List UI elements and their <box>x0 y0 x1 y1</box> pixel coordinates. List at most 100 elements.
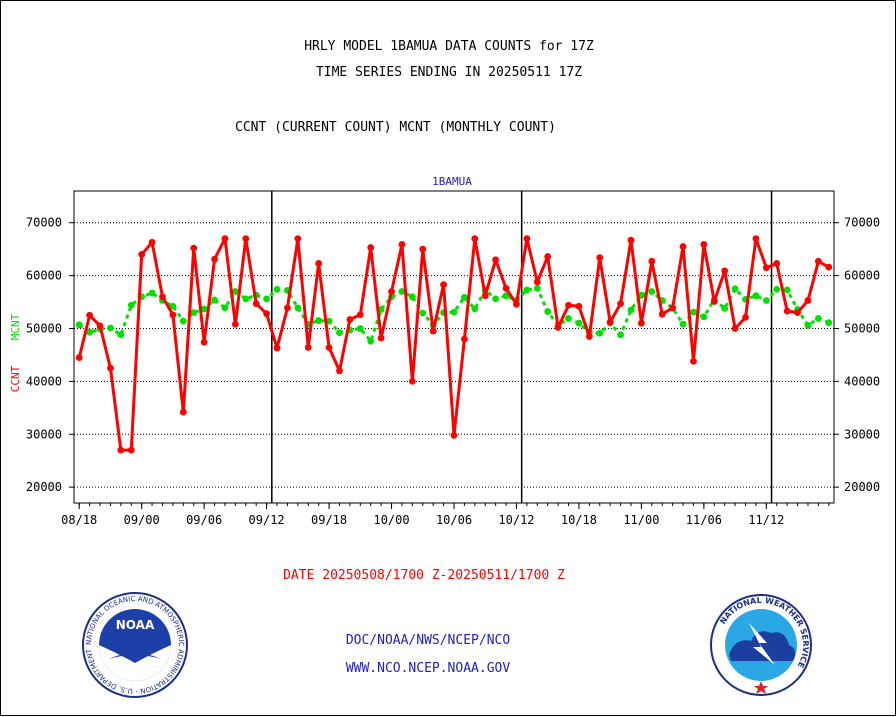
data-point-ccnt <box>211 255 218 263</box>
y-tick-label-right: 60000 <box>844 269 880 283</box>
data-point-ccnt <box>575 302 583 310</box>
data-point-ccnt <box>252 300 260 308</box>
data-point-mcnt <box>679 320 687 328</box>
y-tick-label-right: 70000 <box>844 216 880 230</box>
data-point-mcnt <box>398 288 406 295</box>
data-point-ccnt <box>679 243 687 250</box>
data-point-mcnt <box>783 286 791 294</box>
data-point-ccnt <box>554 324 562 331</box>
data-point-ccnt <box>315 260 323 267</box>
data-point-mcnt <box>179 317 187 325</box>
data-point-mcnt <box>690 308 697 316</box>
data-point-ccnt <box>637 319 645 327</box>
chart-title-line1: HRLY MODEL 1BAMUA DATA COUNTS for 17Z <box>304 39 594 54</box>
data-point-ccnt <box>471 235 479 242</box>
data-point-ccnt <box>690 357 697 365</box>
data-point-ccnt <box>762 264 770 272</box>
data-point-mcnt <box>200 305 208 313</box>
data-point-ccnt <box>284 304 291 312</box>
data-point-ccnt <box>565 301 572 309</box>
data-point-ccnt <box>429 327 437 335</box>
data-point-mcnt <box>75 321 83 329</box>
noaa-logo-text: NOAA <box>116 618 155 632</box>
y-axis-label-ccnt: CCNT <box>9 365 22 392</box>
data-point-mcnt <box>127 301 135 309</box>
x-axis-label: DATE 20250508/1700 Z-20250511/1700 Z <box>283 568 565 583</box>
data-point-mcnt <box>617 331 624 339</box>
data-point-ccnt <box>794 309 801 317</box>
data-point-mcnt <box>492 295 500 303</box>
x-tick-label: 11/06 <box>686 513 722 527</box>
data-point-mcnt <box>356 325 364 332</box>
data-point-mcnt <box>804 321 812 329</box>
x-tick-label: 10/12 <box>498 513 534 527</box>
data-point-mcnt <box>752 292 760 300</box>
star-icon <box>754 681 768 694</box>
plot-title: 1BAMUA <box>432 175 472 188</box>
x-tick-label: 10/06 <box>436 513 472 527</box>
data-point-ccnt <box>544 253 552 260</box>
y-tick-label-right: 40000 <box>844 374 880 388</box>
data-point-ccnt <box>221 235 229 242</box>
data-point-ccnt <box>585 333 593 340</box>
x-tick-label: 09/18 <box>311 513 347 527</box>
data-point-mcnt <box>336 329 343 337</box>
data-point-ccnt <box>148 238 156 246</box>
data-point-ccnt <box>814 257 822 265</box>
data-point-mcnt <box>544 308 552 315</box>
data-point-mcnt <box>814 315 822 322</box>
data-point-mcnt <box>450 308 458 316</box>
footer-line2: WWW.NCO.NCEP.NOAA.GOV <box>345 661 511 676</box>
data-point-ccnt <box>388 288 395 295</box>
noaa-logo: NOAA NATIONAL OCEANIC AND ATMOSPHERIC AD… <box>81 591 188 698</box>
data-point-ccnt <box>804 297 812 304</box>
y-tick-label-left: 30000 <box>26 427 62 441</box>
data-point-ccnt <box>86 311 94 319</box>
data-point-mcnt <box>523 286 531 294</box>
data-point-ccnt <box>825 263 833 271</box>
data-point-mcnt <box>315 317 323 324</box>
data-point-ccnt <box>367 244 375 251</box>
data-point-ccnt <box>169 311 177 319</box>
data-point-ccnt <box>231 320 239 328</box>
data-point-ccnt <box>742 313 749 321</box>
data-point-mcnt <box>637 291 645 299</box>
data-point-ccnt <box>294 235 302 242</box>
data-point-ccnt <box>502 284 510 292</box>
data-point-ccnt <box>408 377 416 385</box>
data-point-ccnt <box>127 446 135 454</box>
data-point-mcnt <box>117 331 125 339</box>
data-point-mcnt <box>273 285 281 293</box>
data-point-ccnt <box>377 334 385 342</box>
data-point-mcnt <box>107 324 114 332</box>
data-point-ccnt <box>273 344 281 352</box>
data-point-ccnt <box>658 310 666 318</box>
x-tick-label: 08/18 <box>61 513 97 527</box>
data-point-ccnt <box>523 235 531 242</box>
y-tick-label-right: 20000 <box>844 480 880 494</box>
data-point-ccnt <box>304 344 312 351</box>
data-point-ccnt <box>107 364 114 372</box>
grid-layer <box>74 191 834 503</box>
data-point-ccnt <box>75 354 83 361</box>
y-tick-label-right: 50000 <box>844 321 880 335</box>
data-point-mcnt <box>533 284 541 292</box>
data-point-mcnt <box>575 319 583 327</box>
chart-subtitle: CCNT (CURRENT COUNT) MCNT (MONTHLY COUNT… <box>235 120 556 135</box>
data-point-mcnt <box>221 304 229 312</box>
data-point-ccnt <box>669 304 677 312</box>
data-point-ccnt <box>721 267 729 275</box>
footer-line1: DOC/NOAA/NWS/NCEP/NCO <box>345 633 511 648</box>
x-tick-label: 11/12 <box>748 513 784 527</box>
data-point-ccnt <box>419 245 427 253</box>
data-point-ccnt <box>336 367 343 375</box>
data-point-ccnt <box>440 281 447 288</box>
y-tick-label-left: 70000 <box>26 216 62 230</box>
data-point-ccnt <box>461 335 468 343</box>
y-tick-label-left: 40000 <box>26 374 62 388</box>
data-point-ccnt <box>138 251 146 258</box>
data-point-mcnt <box>86 328 94 336</box>
data-point-mcnt <box>731 285 739 293</box>
data-point-mcnt <box>242 295 250 303</box>
